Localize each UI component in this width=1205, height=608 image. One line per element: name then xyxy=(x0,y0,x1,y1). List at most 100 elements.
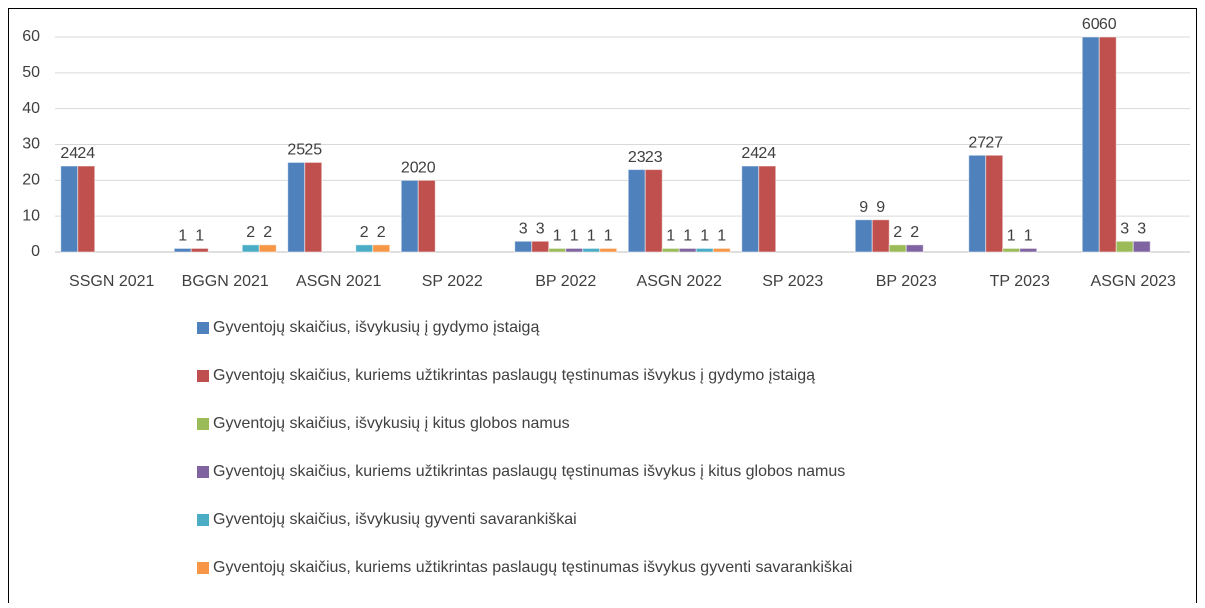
legend-label: Gyventojų skaičius, kuriems užtikrintas … xyxy=(213,559,852,576)
x-tick-label: BGGN 2021 xyxy=(182,273,269,290)
data-label: 23 xyxy=(645,149,663,166)
bar xyxy=(905,244,924,253)
data-label: 2 xyxy=(263,224,272,241)
data-label: 25 xyxy=(304,142,322,159)
legend-label: Gyventojų skaičius, išvykusių į gydymo į… xyxy=(213,319,539,336)
bar xyxy=(854,219,873,253)
data-label: 24 xyxy=(741,145,759,162)
data-label: 9 xyxy=(859,199,868,216)
bar xyxy=(417,179,436,253)
data-label: 24 xyxy=(60,145,78,162)
bar xyxy=(582,247,601,253)
bar xyxy=(712,247,731,253)
data-label: 2 xyxy=(360,224,369,241)
x-tick-label: ASGN 2021 xyxy=(296,273,381,290)
data-label: 27 xyxy=(968,134,986,151)
data-label: 9 xyxy=(876,199,885,216)
data-label: 20 xyxy=(418,160,436,177)
y-tick-label: 30 xyxy=(22,136,40,153)
bar xyxy=(1019,247,1038,253)
bar xyxy=(304,161,323,253)
bar xyxy=(1132,240,1151,253)
data-label: 3 xyxy=(1120,220,1129,237)
bar xyxy=(661,247,680,253)
legend-swatch xyxy=(197,514,209,526)
x-tick-label: SP 2023 xyxy=(762,273,823,290)
data-label: 2 xyxy=(377,224,386,241)
data-label: 2 xyxy=(893,224,902,241)
bar xyxy=(1081,36,1100,253)
x-tick-label: SSGN 2021 xyxy=(69,273,154,290)
bar xyxy=(599,247,618,253)
data-label: 1 xyxy=(717,228,726,245)
data-label: 1 xyxy=(683,228,692,245)
x-tick-label: TP 2023 xyxy=(990,273,1050,290)
data-label: 1 xyxy=(178,228,187,245)
bar xyxy=(77,165,96,253)
legend-swatch xyxy=(197,370,209,382)
bar xyxy=(173,247,192,253)
bar xyxy=(190,247,209,253)
x-tick-label: BP 2023 xyxy=(876,273,937,290)
bar xyxy=(968,154,987,253)
y-tick-label: 0 xyxy=(31,243,40,260)
legend-label: Gyventojų skaičius, kuriems užtikrintas … xyxy=(213,367,815,384)
data-label: 60 xyxy=(1099,16,1117,33)
data-label: 25 xyxy=(287,142,305,159)
legend-swatch xyxy=(197,418,209,430)
legend-swatch xyxy=(197,562,209,574)
bar xyxy=(1115,240,1134,253)
x-tick-label: BP 2022 xyxy=(535,273,596,290)
bar xyxy=(60,165,79,253)
data-label: 1 xyxy=(587,228,596,245)
bar xyxy=(514,240,533,253)
bar xyxy=(1002,247,1021,253)
y-tick-label: 50 xyxy=(22,64,40,81)
data-label: 23 xyxy=(628,149,646,166)
bar xyxy=(287,161,306,253)
y-tick-label: 40 xyxy=(22,100,40,117)
data-label: 2 xyxy=(246,224,255,241)
bar xyxy=(372,244,391,253)
bar xyxy=(644,169,663,253)
bar xyxy=(400,179,419,253)
bar xyxy=(258,244,277,253)
data-label: 1 xyxy=(195,228,204,245)
data-label: 1 xyxy=(1007,228,1016,245)
data-label: 1 xyxy=(700,228,709,245)
legend-label: Gyventojų skaičius, išvykusių į kitus gl… xyxy=(213,415,570,432)
bar xyxy=(565,247,584,253)
bar xyxy=(871,219,890,253)
x-tick-label: SP 2022 xyxy=(422,273,483,290)
chart-border xyxy=(8,8,1197,608)
data-label: 27 xyxy=(985,134,1003,151)
data-label: 1 xyxy=(604,228,613,245)
bar xyxy=(758,165,777,253)
y-tick-label: 60 xyxy=(22,28,40,45)
bar xyxy=(355,244,374,253)
y-tick-label: 20 xyxy=(22,172,40,189)
legend-label: Gyventojų skaičius, kuriems užtikrintas … xyxy=(213,463,845,480)
data-label: 20 xyxy=(401,160,419,177)
data-label: 3 xyxy=(1137,220,1146,237)
data-label: 3 xyxy=(536,220,545,237)
legend-swatch xyxy=(197,322,209,334)
bar xyxy=(241,244,260,253)
y-tick-label: 10 xyxy=(22,207,40,224)
data-label: 24 xyxy=(758,145,776,162)
bar xyxy=(985,154,1004,253)
data-label: 1 xyxy=(553,228,562,245)
data-label: 3 xyxy=(519,220,528,237)
data-label: 24 xyxy=(77,145,95,162)
bar xyxy=(1098,36,1117,253)
data-label: 1 xyxy=(570,228,579,245)
legend-label: Gyventojų skaičius, išvykusių gyventi sa… xyxy=(213,511,577,528)
bar xyxy=(627,169,646,253)
bar xyxy=(695,247,714,253)
data-label: 60 xyxy=(1082,16,1100,33)
bar xyxy=(531,240,550,253)
data-label: 2 xyxy=(910,224,919,241)
bar xyxy=(548,247,567,253)
